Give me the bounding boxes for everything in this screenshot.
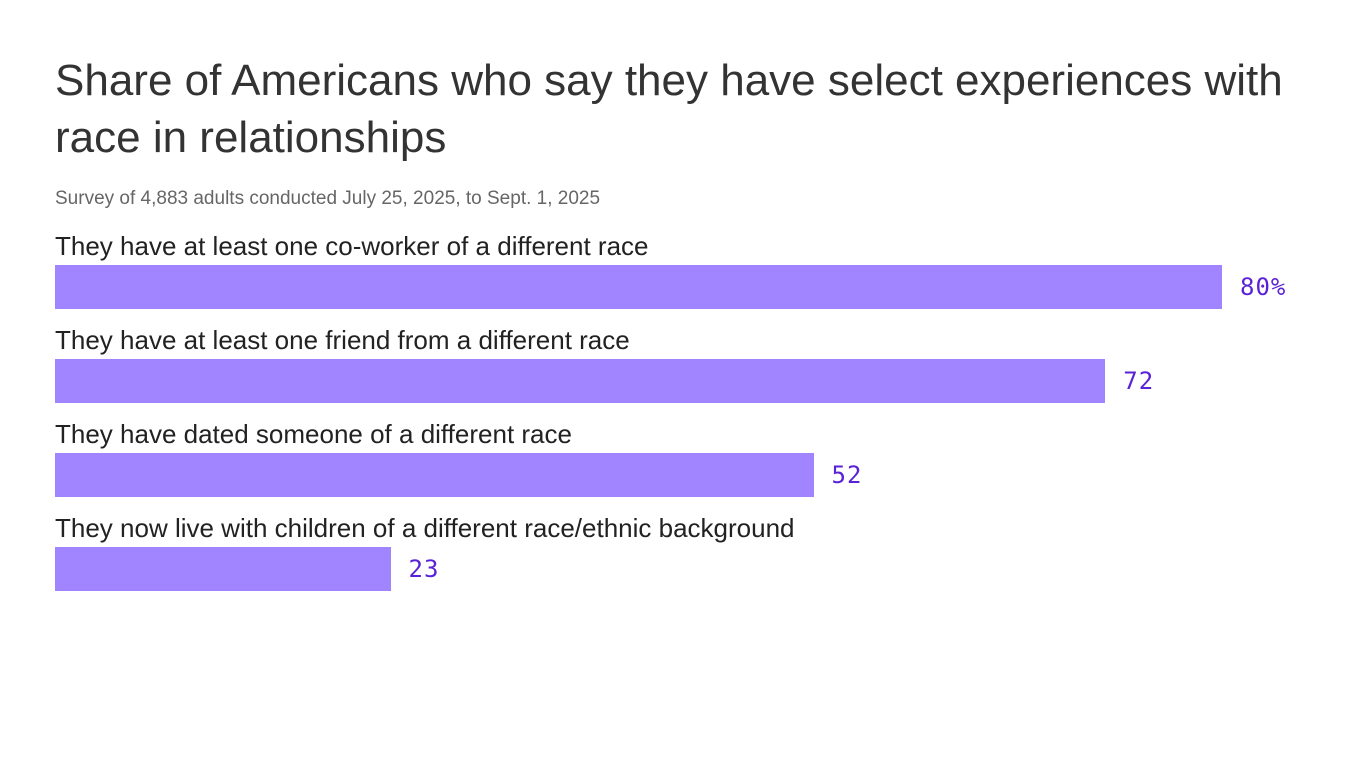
bar <box>55 265 1222 309</box>
category-label: They have dated someone of a different r… <box>55 419 572 449</box>
category-label: They have at least one friend from a dif… <box>55 325 630 355</box>
category-label: They have at least one co-worker of a di… <box>55 231 649 261</box>
value-label: 80% <box>1240 273 1287 301</box>
value-label: 23 <box>408 555 440 583</box>
value-label: 52 <box>831 461 863 489</box>
bar <box>55 453 814 497</box>
value-label: 72 <box>1123 367 1155 395</box>
bar <box>55 547 391 591</box>
chart-title: Share of Americans who say they have sel… <box>55 56 1283 162</box>
category-label: They now live with children of a differe… <box>55 513 795 543</box>
chart-subtitle: Survey of 4,883 adults conducted July 25… <box>55 188 601 209</box>
bar <box>55 359 1106 403</box>
